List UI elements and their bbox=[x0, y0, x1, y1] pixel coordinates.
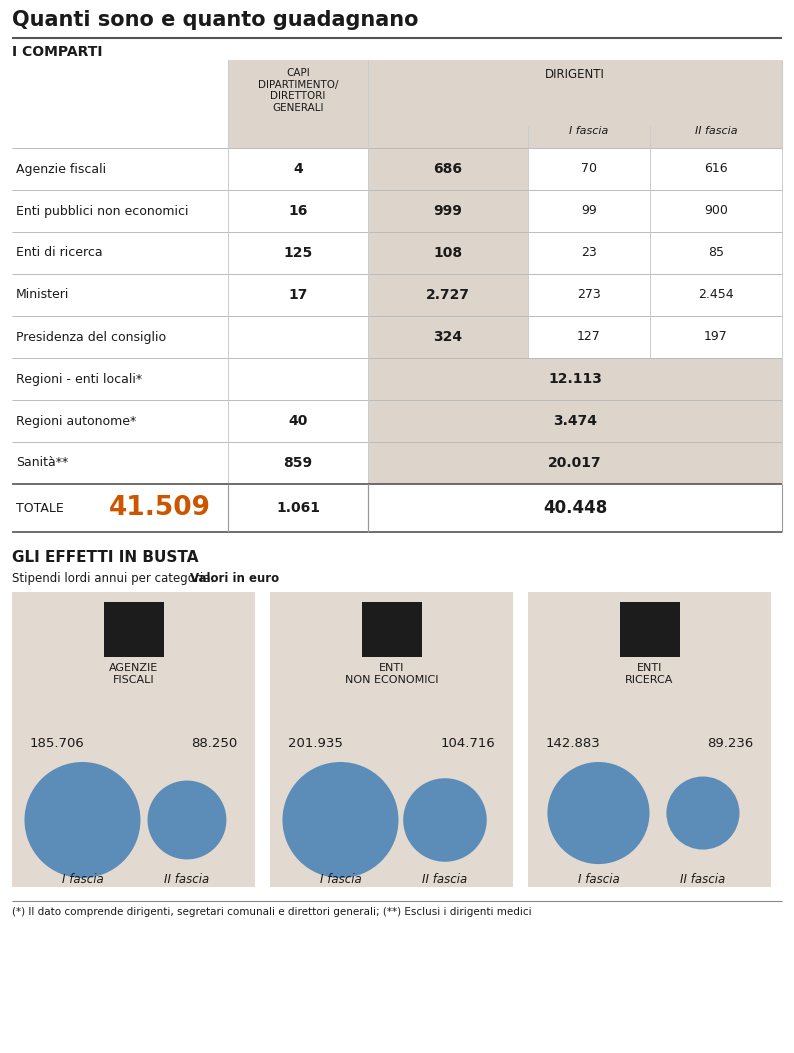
Bar bbox=[619, 602, 680, 657]
Text: 142.883: 142.883 bbox=[546, 737, 601, 750]
Bar bbox=[12, 592, 255, 887]
Text: Enti di ricerca: Enti di ricerca bbox=[16, 246, 102, 259]
Text: 185.706: 185.706 bbox=[30, 737, 85, 750]
Bar bbox=[568, 140, 582, 148]
Bar bbox=[361, 602, 422, 657]
Text: 859: 859 bbox=[283, 456, 313, 470]
Text: DIRIGENTI: DIRIGENTI bbox=[545, 68, 605, 81]
Text: ENTI
RICERCA: ENTI RICERCA bbox=[626, 663, 673, 684]
Text: 999: 999 bbox=[434, 204, 462, 218]
Bar bbox=[368, 316, 528, 358]
Text: 20.017: 20.017 bbox=[548, 456, 602, 470]
Text: Valori in euro: Valori in euro bbox=[190, 572, 279, 585]
Text: Regioni autonome*: Regioni autonome* bbox=[16, 415, 137, 428]
Text: Agenzie fiscali: Agenzie fiscali bbox=[16, 162, 106, 176]
Bar bbox=[270, 592, 513, 887]
Text: 41.509: 41.509 bbox=[109, 495, 211, 521]
Text: CAPI
DIPARTIMENTO/
DIRETTORI
GENERALI: CAPI DIPARTIMENTO/ DIRETTORI GENERALI bbox=[258, 68, 338, 113]
Bar bbox=[368, 442, 782, 484]
Bar bbox=[528, 592, 771, 887]
Bar bbox=[368, 358, 782, 400]
Bar bbox=[228, 60, 368, 148]
Bar bbox=[103, 602, 164, 657]
Bar bbox=[291, 140, 305, 148]
Text: Presidenza del consiglio: Presidenza del consiglio bbox=[16, 331, 166, 343]
Text: 88.250: 88.250 bbox=[191, 737, 237, 750]
Text: 1.061: 1.061 bbox=[276, 501, 320, 515]
Text: 3.474: 3.474 bbox=[553, 414, 597, 428]
Text: 324: 324 bbox=[434, 330, 463, 344]
Text: 2.727: 2.727 bbox=[426, 289, 470, 302]
Ellipse shape bbox=[403, 778, 487, 861]
Text: Ministeri: Ministeri bbox=[16, 289, 69, 301]
Text: 16: 16 bbox=[288, 204, 308, 218]
Text: 686: 686 bbox=[434, 162, 462, 176]
Text: I COMPARTI: I COMPARTI bbox=[12, 45, 102, 59]
Bar bbox=[368, 274, 528, 316]
Text: 108: 108 bbox=[434, 246, 463, 260]
Text: Sanità**: Sanità** bbox=[16, 457, 68, 470]
Text: 70: 70 bbox=[581, 162, 597, 176]
Text: ENTI
NON ECONOMICI: ENTI NON ECONOMICI bbox=[345, 663, 438, 684]
Text: 2.454: 2.454 bbox=[698, 289, 734, 301]
Text: 85: 85 bbox=[708, 246, 724, 259]
Text: 99: 99 bbox=[581, 204, 597, 218]
Ellipse shape bbox=[283, 762, 399, 878]
Ellipse shape bbox=[666, 776, 739, 850]
Text: 12.113: 12.113 bbox=[548, 372, 602, 386]
Text: II fascia: II fascia bbox=[164, 873, 210, 886]
Text: 40: 40 bbox=[288, 414, 308, 428]
Ellipse shape bbox=[148, 780, 226, 859]
Text: 273: 273 bbox=[577, 289, 601, 301]
Text: GLI EFFETTI IN BUSTA: GLI EFFETTI IN BUSTA bbox=[12, 550, 198, 565]
Text: Quanti sono e quanto guadagnano: Quanti sono e quanto guadagnano bbox=[12, 9, 418, 29]
Bar bbox=[368, 190, 528, 232]
Text: II fascia: II fascia bbox=[695, 126, 738, 136]
Ellipse shape bbox=[25, 762, 141, 878]
Bar bbox=[368, 232, 528, 274]
Text: Regioni - enti locali*: Regioni - enti locali* bbox=[16, 373, 142, 385]
Text: 900: 900 bbox=[704, 204, 728, 218]
Text: 23: 23 bbox=[581, 246, 597, 259]
Text: II fascia: II fascia bbox=[422, 873, 468, 886]
Text: Stipendi lordi annui per categoria.: Stipendi lordi annui per categoria. bbox=[12, 572, 218, 585]
Text: 197: 197 bbox=[704, 331, 728, 343]
Bar bbox=[368, 60, 782, 148]
Text: 4: 4 bbox=[293, 162, 303, 176]
Text: I fascia: I fascia bbox=[577, 873, 619, 886]
Text: (*) Il dato comprende dirigenti, segretari comunali e direttori generali; (**) E: (*) Il dato comprende dirigenti, segreta… bbox=[12, 907, 532, 917]
Bar bbox=[368, 148, 528, 190]
Text: 40.448: 40.448 bbox=[543, 499, 607, 517]
Text: 125: 125 bbox=[283, 246, 313, 260]
Text: 104.716: 104.716 bbox=[440, 737, 495, 750]
Text: 127: 127 bbox=[577, 331, 601, 343]
Text: I fascia: I fascia bbox=[62, 873, 103, 886]
Text: I fascia: I fascia bbox=[569, 126, 609, 136]
Text: 17: 17 bbox=[288, 289, 308, 302]
Ellipse shape bbox=[547, 762, 649, 865]
Text: 89.236: 89.236 bbox=[707, 737, 753, 750]
Text: Enti pubblici non economici: Enti pubblici non economici bbox=[16, 204, 188, 218]
Text: II fascia: II fascia bbox=[680, 873, 726, 886]
Bar bbox=[368, 400, 782, 442]
Text: 616: 616 bbox=[704, 162, 728, 176]
Text: I fascia: I fascia bbox=[320, 873, 361, 886]
Text: 201.935: 201.935 bbox=[288, 737, 343, 750]
Text: TOTALE: TOTALE bbox=[16, 501, 64, 515]
Text: AGENZIE
FISCALI: AGENZIE FISCALI bbox=[109, 663, 158, 684]
